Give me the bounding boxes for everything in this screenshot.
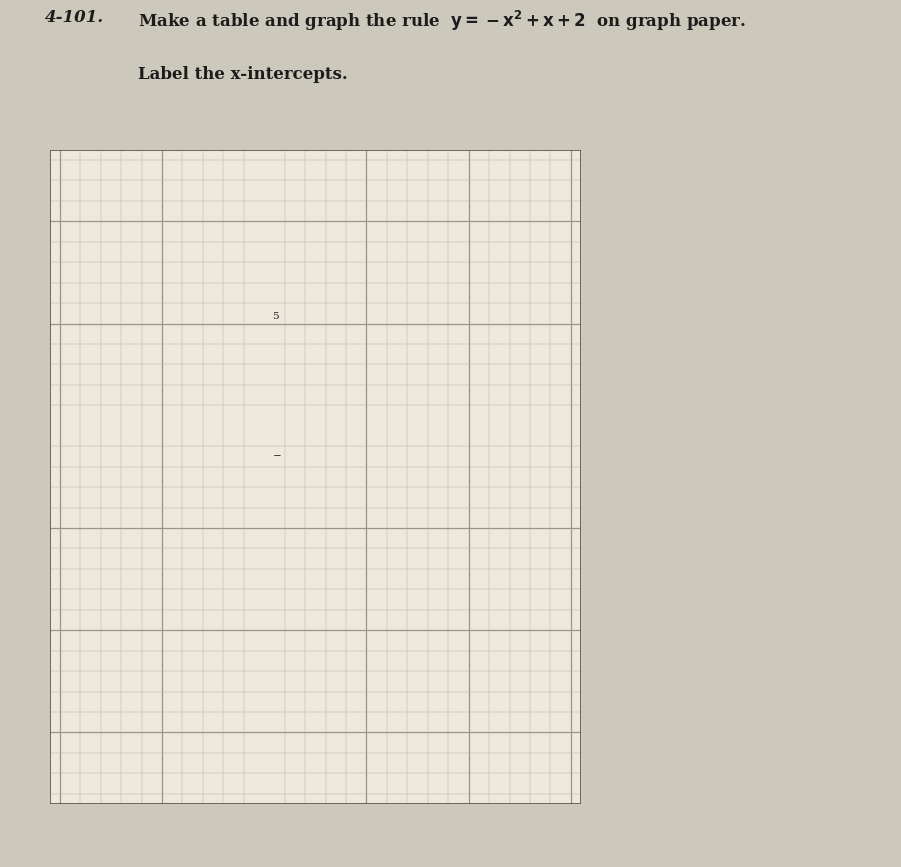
Text: Make a table and graph the rule  $\mathbf{y = -x^{2}+x+2}$  on graph paper.: Make a table and graph the rule $\mathbf… — [139, 9, 746, 33]
Text: −: − — [272, 453, 281, 461]
Text: 4-101.: 4-101. — [45, 9, 105, 26]
Text: 5: 5 — [272, 312, 279, 322]
Text: Label the x-intercepts.: Label the x-intercepts. — [139, 66, 348, 83]
